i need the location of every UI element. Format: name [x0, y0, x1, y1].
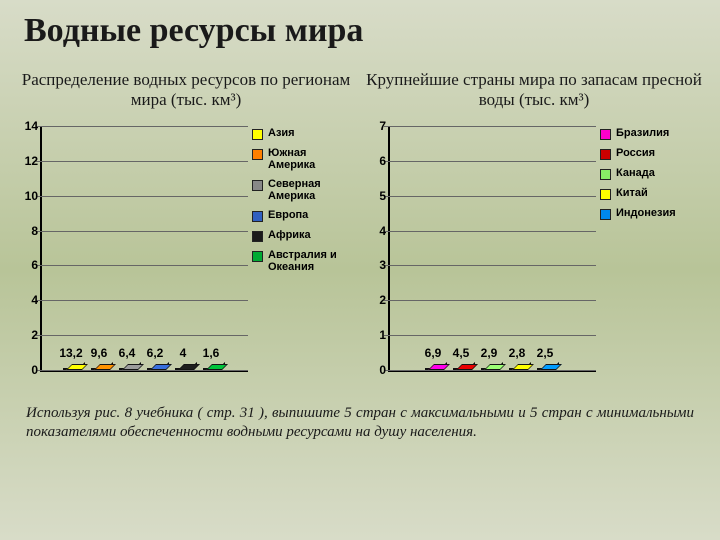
legend-label: Индонезия	[616, 208, 676, 220]
y-tick: 14	[18, 119, 38, 133]
y-tick: 5	[366, 189, 386, 203]
y-tick: 3	[366, 258, 386, 272]
y-tick: 0	[366, 363, 386, 377]
right-chart-area: 012345676,94,52,92,82,5 БразилияРоссияКа…	[364, 126, 704, 394]
y-tick: 6	[18, 258, 38, 272]
y-tick: 4	[18, 293, 38, 307]
bars-group: 6,9 4,5 2,9 2,8 2,5	[402, 126, 584, 370]
legend-item: Южная Америка	[252, 148, 356, 171]
legend-item: Россия	[600, 148, 704, 160]
page-title: Водные ресурсы мира	[0, 0, 720, 50]
legend-swatch	[600, 209, 611, 220]
legend-swatch	[600, 129, 611, 140]
legend-item: Африка	[252, 230, 356, 242]
y-tick: 2	[366, 293, 386, 307]
footer-note: Используя рис. 8 учебника ( стр. 31 ), в…	[0, 394, 720, 442]
y-tick: 6	[366, 154, 386, 168]
bar-value-label: 2,9	[481, 346, 498, 360]
legend-swatch	[600, 149, 611, 160]
legend-swatch	[252, 231, 263, 242]
bars-group: 13,2 9,6 6,4 6,2 4 1,6	[54, 126, 236, 370]
bar-value-label: 2,8	[509, 346, 526, 360]
legend-swatch	[252, 251, 263, 262]
bar-value-label: 9,6	[91, 346, 108, 360]
y-tick: 4	[366, 224, 386, 238]
y-tick: 0	[18, 363, 38, 377]
gridline	[36, 370, 248, 371]
legend-label: Россия	[616, 148, 655, 160]
right-chart-block: Крупнейшие страны мира по запасам пресно…	[364, 54, 704, 394]
legend-swatch	[252, 149, 263, 160]
bar-value-label: 6,9	[425, 346, 442, 360]
legend-label: Австралия и Океания	[268, 250, 356, 273]
bar-value-label: 4	[180, 346, 187, 360]
legend-item: Китай	[600, 188, 704, 200]
legend-item: Австралия и Океания	[252, 250, 356, 273]
bar-value-label: 1,6	[203, 346, 220, 360]
left-chart-title: Распределение водных ресурсов по региона…	[16, 54, 356, 126]
legend-label: Южная Америка	[268, 148, 356, 171]
legend-label: Бразилия	[616, 128, 669, 140]
charts-container: Распределение водных ресурсов по региона…	[0, 50, 720, 394]
right-chart-title: Крупнейшие страны мира по запасам пресно…	[364, 54, 704, 126]
y-tick: 10	[18, 189, 38, 203]
legend-item: Азия	[252, 128, 356, 140]
legend-swatch	[252, 211, 263, 222]
left-chart-block: Распределение водных ресурсов по региона…	[16, 54, 356, 394]
legend-swatch	[252, 180, 263, 191]
legend-swatch	[600, 189, 611, 200]
y-tick: 12	[18, 154, 38, 168]
y-tick: 7	[366, 119, 386, 133]
legend-item: Индонезия	[600, 208, 704, 220]
legend-item: Канада	[600, 168, 704, 180]
bar-value-label: 4,5	[453, 346, 470, 360]
y-tick: 1	[366, 328, 386, 342]
y-tick: 8	[18, 224, 38, 238]
legend-item: Европа	[252, 210, 356, 222]
legend-label: Китай	[616, 188, 648, 200]
legend-label: Канада	[616, 168, 655, 180]
bar-value-label: 6,2	[147, 346, 164, 360]
y-tick: 2	[18, 328, 38, 342]
bar-value-label: 13,2	[59, 346, 82, 360]
legend-item: Северная Америка	[252, 179, 356, 202]
right-chart-legend: Бразилия Россия Канада Китай Индонезия	[596, 126, 704, 394]
bar-value-label: 6,4	[119, 346, 136, 360]
legend-item: Бразилия	[600, 128, 704, 140]
legend-swatch	[600, 169, 611, 180]
left-chart-area: 0246810121413,29,66,46,241,6 АзияЮжная А…	[16, 126, 356, 394]
bar-value-label: 2,5	[537, 346, 554, 360]
legend-swatch	[252, 129, 263, 140]
legend-label: Азия	[268, 128, 295, 140]
legend-label: Северная Америка	[268, 179, 356, 202]
legend-label: Европа	[268, 210, 308, 222]
left-chart-legend: Азия Южная Америка Северная Америка Европа А…	[248, 126, 356, 394]
gridline	[384, 370, 596, 371]
legend-label: Африка	[268, 230, 311, 242]
